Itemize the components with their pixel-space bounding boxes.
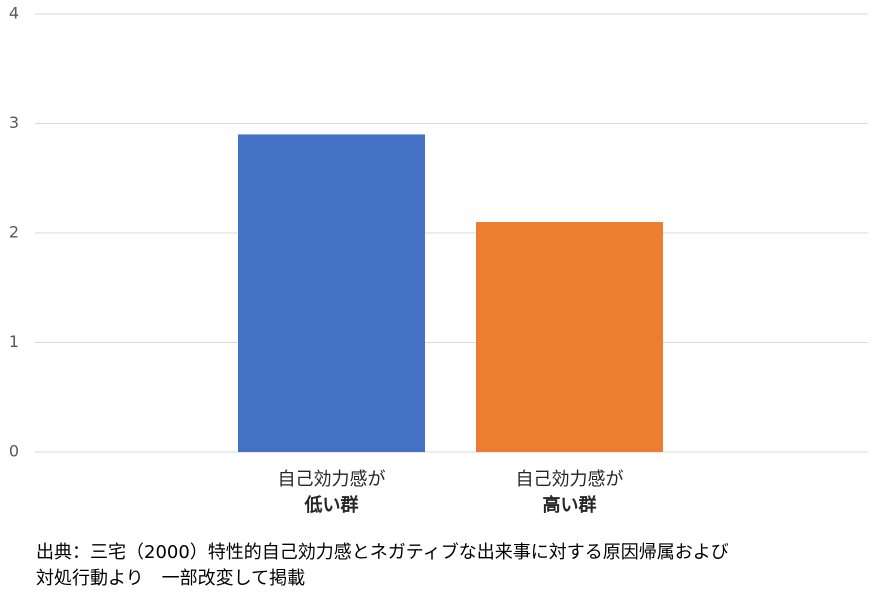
y-tick-label: 4 xyxy=(9,4,19,23)
source-line: 対処行動より 一部改変して掲載 xyxy=(36,568,305,589)
bar xyxy=(238,134,425,452)
y-tick-label: 2 xyxy=(9,223,19,242)
x-tick-label: 自己効力感が xyxy=(516,469,624,490)
source-line: 出典：三宅（2000）特性的自己効力感とネガティブな出来事に対する原因帰属および xyxy=(36,541,729,563)
bar xyxy=(476,222,663,452)
x-tick-label: 低い群 xyxy=(304,494,359,516)
x-tick-label: 高い群 xyxy=(543,494,597,516)
y-tick-label: 0 xyxy=(9,442,19,461)
x-tick-label: 自己効力感が xyxy=(278,469,386,490)
y-tick-label: 1 xyxy=(9,332,19,351)
y-tick-label: 3 xyxy=(9,113,19,132)
